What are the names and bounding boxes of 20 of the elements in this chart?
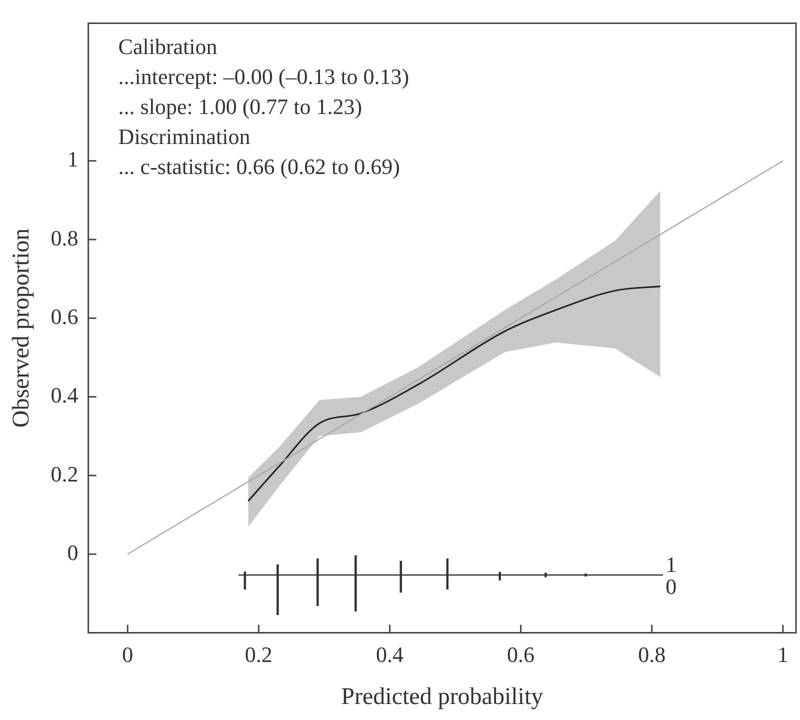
x-tick-label: 0 bbox=[122, 642, 134, 667]
y-tick-label: 0 bbox=[67, 540, 78, 565]
x-tick-label: 0.8 bbox=[638, 642, 666, 667]
x-tick-label: 1 bbox=[777, 642, 788, 667]
y-tick-label: 0.2 bbox=[50, 461, 78, 486]
y-tick-label: 0.4 bbox=[50, 382, 78, 408]
y-tick-label: 0.8 bbox=[50, 225, 78, 250]
x-tick-label: 0.2 bbox=[244, 642, 272, 667]
line-series bbox=[247, 286, 662, 502]
annotation: ... c-statistic: 0.66 (0.62 to 0.69) bbox=[118, 154, 400, 179]
y-tick-label: 1 bbox=[67, 146, 78, 172]
y-axis-title: Observed proportion bbox=[8, 228, 35, 428]
annotation: ... slope: 1.00 (0.77 to 1.23) bbox=[118, 94, 362, 119]
x-tick-label: 0.4 bbox=[376, 642, 404, 667]
annotation: Calibration bbox=[118, 34, 218, 59]
x-tick-label: 0.6 bbox=[507, 642, 535, 667]
y-tick-label: 0.6 bbox=[50, 304, 78, 329]
x-axis-title: Predicted probability bbox=[341, 684, 544, 710]
annotation: ...intercept: –0.00 (–0.13 to 0.13) bbox=[118, 64, 410, 89]
annotation: Discrimination bbox=[118, 124, 250, 149]
